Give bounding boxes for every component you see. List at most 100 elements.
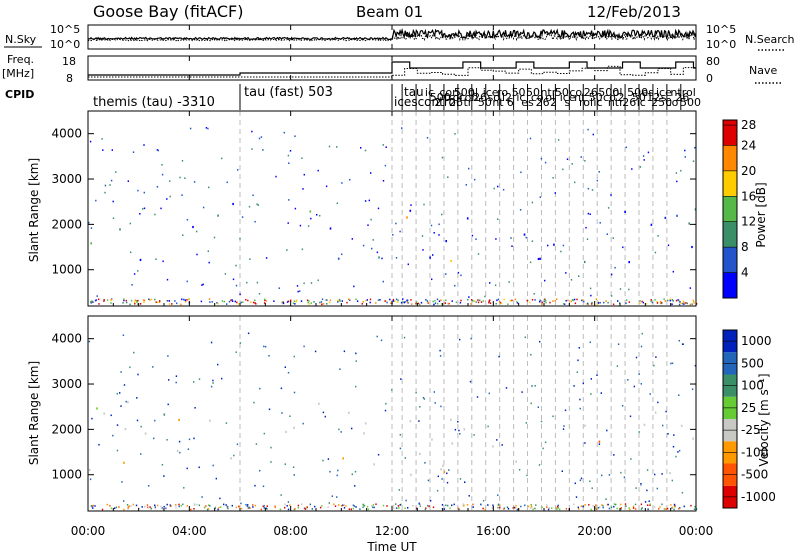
data-cell-ground <box>366 505 369 508</box>
colorbar-tick-label: 4 <box>741 266 749 280</box>
data-cell <box>676 214 678 217</box>
data-cell-sparse <box>437 475 439 478</box>
data-cell-sparse <box>684 156 686 158</box>
data-cell-ground <box>345 505 347 507</box>
data-cell-sparse <box>638 373 640 375</box>
data-cell-sparse <box>571 163 573 165</box>
data-cell-sparse <box>129 222 131 225</box>
data-cell-ground <box>692 299 694 302</box>
data-cell-sparse <box>643 159 645 161</box>
cpid-clutter-text: ic <box>516 91 525 104</box>
data-cell-ground <box>90 505 93 507</box>
data-cell-sparse <box>430 224 433 227</box>
data-cell-sparse <box>395 222 397 225</box>
data-cell-sparse <box>667 433 669 435</box>
data-cell-sparse <box>429 500 432 502</box>
data-cell-sparse <box>689 287 691 289</box>
data-cell-sparse <box>226 181 228 184</box>
data-cell <box>450 418 452 421</box>
data-cell-sparse <box>447 176 449 178</box>
data-cell-sparse <box>392 234 394 236</box>
colorbar-swatch <box>723 145 737 171</box>
data-cell-ground <box>392 300 395 302</box>
data-cell-sparse <box>656 487 658 490</box>
data-cell-ground <box>180 504 182 507</box>
data-cell-ground <box>110 302 112 304</box>
data-cell-ground <box>375 302 377 304</box>
data-cell <box>139 258 142 261</box>
data-cell <box>640 484 642 487</box>
data-cell-ground <box>250 301 252 304</box>
colorbar-tick-label: 100 <box>741 379 764 393</box>
colorbar-frame <box>722 119 738 299</box>
cpid-mode-themis: themis (tau) -3310 <box>93 95 215 110</box>
data-cell-ground <box>691 303 693 305</box>
data-cell-ground <box>640 508 643 510</box>
data-cell-sparse <box>288 162 290 164</box>
data-cell-sparse <box>287 222 289 224</box>
cpid-clutter-text: s <box>661 91 667 104</box>
data-cell-sparse <box>212 382 214 384</box>
data-cell-ground <box>163 505 165 508</box>
data-cell-sparse <box>284 366 286 368</box>
data-cell-ground <box>592 505 594 507</box>
data-cell-ground <box>695 302 698 305</box>
data-cell-sparse <box>488 392 490 395</box>
data-cell-ground <box>488 301 490 304</box>
data-cell-ground <box>491 507 493 509</box>
data-cell-ground <box>620 508 622 510</box>
data-cell-sparse <box>582 382 584 385</box>
data-cell-sparse <box>423 398 426 400</box>
data-cell-ground <box>350 508 352 511</box>
data-cell-ground <box>301 503 303 505</box>
data-cell-ground <box>683 303 685 305</box>
data-cell-sparse <box>521 391 523 393</box>
data-cell-ground <box>266 505 268 507</box>
data-cell-ground <box>503 508 505 510</box>
data-cell-ground <box>146 504 149 506</box>
data-cell-sparse <box>336 146 338 148</box>
data-cell <box>192 225 194 229</box>
data-cell-ground <box>235 506 237 509</box>
data-cell-ground <box>249 507 251 509</box>
data-cell-ground <box>543 300 545 303</box>
data-cell-ground <box>472 506 474 508</box>
cpid-clutter-text: 2 <box>617 91 624 104</box>
data-cell <box>669 472 671 475</box>
data-cell-ground <box>400 301 403 304</box>
data-cell-ground <box>639 302 641 305</box>
data-cell-sparse <box>89 140 92 143</box>
data-cell-ground <box>366 299 368 301</box>
data-cell-ground <box>658 508 660 510</box>
data-cell-ground <box>565 508 568 510</box>
data-cell-sparse <box>349 178 351 181</box>
data-cell-sparse <box>433 232 435 234</box>
cpid-clutter-text: 50 <box>589 91 603 104</box>
data-cell-ground <box>125 299 127 302</box>
data-cell-sparse <box>678 449 681 452</box>
data-cell-ground <box>134 301 136 303</box>
data-cell-sparse <box>278 287 280 289</box>
data-cell-ground <box>516 508 518 511</box>
data-cell-sparse <box>534 299 536 301</box>
data-cell-sparse <box>224 273 227 275</box>
colorbar-tick-label: 8 <box>741 240 749 254</box>
data-cell-ground <box>445 504 447 507</box>
cpid-clutter-text: co <box>531 91 544 104</box>
data-cell-ground <box>284 506 286 509</box>
data-cell-ground <box>489 302 492 304</box>
data-cell-sparse <box>554 192 556 194</box>
data-cell-ground <box>273 300 275 302</box>
data-cell-sparse <box>518 469 521 471</box>
data-cell-ground <box>415 301 418 303</box>
data-cell-sparse <box>622 246 624 249</box>
data-cell-ground <box>155 301 157 303</box>
data-cell-ground <box>651 301 654 304</box>
colorbar-tick-label: 20 <box>741 164 756 178</box>
date-label: 12/Feb/2013 <box>587 3 681 21</box>
data-cell-sparse <box>136 419 139 422</box>
data-cell-sparse <box>647 151 650 154</box>
data-cell-ground <box>576 298 578 301</box>
data-cell-ground <box>565 299 567 302</box>
data-cell-ground <box>136 301 138 303</box>
